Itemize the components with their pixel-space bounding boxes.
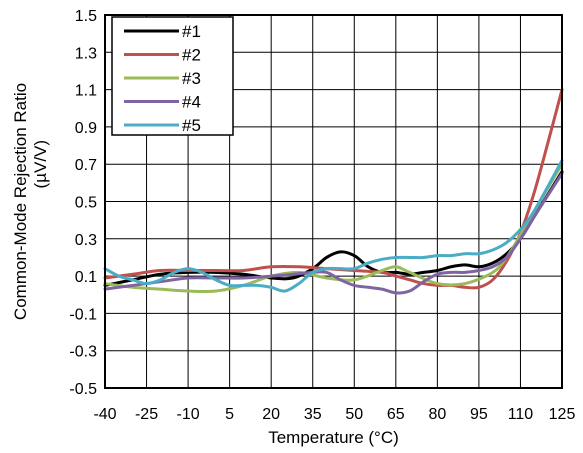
legend-label-2: #2 — [182, 46, 201, 65]
legend-label-3: #3 — [182, 69, 201, 88]
series-line-4 — [103, 172, 564, 295]
x-tick-label: 80 — [428, 406, 446, 423]
x-tick-label: -40 — [93, 406, 116, 423]
y-tick-label: -0.3 — [69, 344, 97, 361]
y-axis-ticks: 1.5 1.3 1.1 0.9 0.7 0.5 0.3 0.1 -0.1 -0.3 -0.5 — [69, 8, 97, 398]
x-axis-ticks: -40 -25 -10 5 20 35 50 65 80 95 110 125 — [93, 406, 575, 423]
y-tick-label: -0.1 — [69, 306, 97, 323]
y-tick-label: 1.5 — [75, 8, 97, 25]
x-tick-label: 50 — [345, 406, 363, 423]
x-axis-label: Temperature (°C) — [268, 428, 399, 447]
legend-box — [111, 16, 234, 136]
y-tick-label: -0.5 — [69, 381, 97, 398]
y-tick-label: 0.5 — [75, 195, 97, 212]
series-line-5 — [103, 158, 564, 293]
legend-label-4: #4 — [182, 93, 201, 112]
x-tick-label: -10 — [177, 406, 200, 423]
legend-label-5: #5 — [182, 116, 201, 135]
y-tick-label: 1.3 — [75, 45, 97, 62]
plot-area-frame — [104, 14, 563, 389]
y-tick-label: 0.3 — [75, 232, 97, 249]
x-tick-label: 35 — [304, 406, 322, 423]
y-axis-label-line2: (µV/V) — [31, 140, 50, 189]
x-tick-label: -25 — [135, 406, 158, 423]
x-tick-label: 95 — [470, 406, 488, 423]
legend-label-1: #1 — [182, 22, 201, 41]
x-tick-label: 125 — [549, 406, 576, 423]
x-tick-label: 5 — [225, 406, 234, 423]
series-line-2 — [103, 88, 564, 290]
series-layer — [103, 88, 564, 295]
x-tick-label: 20 — [262, 406, 280, 423]
y-tick-label: 0.9 — [75, 120, 97, 137]
y-axis-label-line1: Common-Mode Rejection Ratio — [11, 83, 30, 320]
y-tick-label: 0.7 — [75, 157, 97, 174]
y-tick-label: 0.1 — [75, 269, 97, 286]
x-tick-label: 110 — [508, 406, 534, 423]
legend: #1 #2 #3 #4 #5 — [111, 16, 234, 136]
y-tick-label: 1.1 — [75, 83, 97, 100]
x-tick-label: 65 — [387, 406, 405, 423]
